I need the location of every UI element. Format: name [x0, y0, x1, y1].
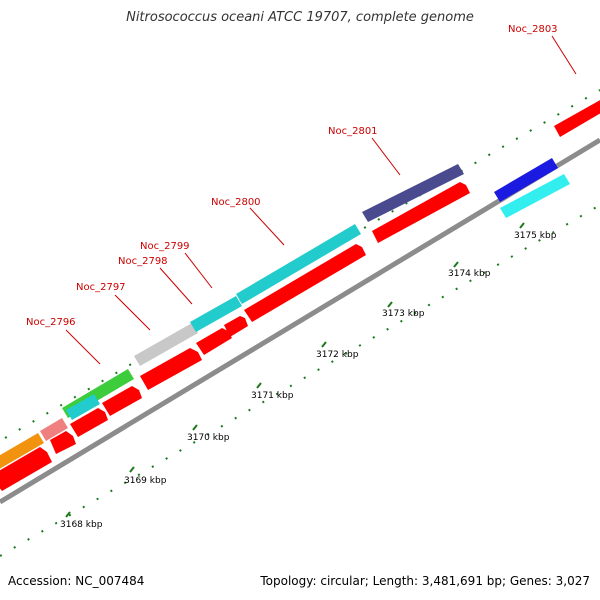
cog-block-pink: [40, 418, 68, 441]
leader-noc-2796: [65, 329, 101, 365]
scale-labels: 3168 kbp 3169 kbp 3170 kbp 3171 kbp 3172…: [60, 231, 557, 530]
map-title: Nitrosococcus oceani ATCC 19707, complet…: [126, 10, 474, 25]
cds-arrow-5: [140, 348, 202, 390]
topology-summary: Topology: circular; Length: 3,481,691 bp…: [260, 574, 590, 588]
cds-arrow-2: [50, 431, 76, 454]
gene-label-noc-2800: Noc_2800: [211, 197, 261, 208]
cog-block-cyan-2800: [236, 224, 361, 304]
cds-arrow-1: [0, 447, 52, 491]
scale-label-3173: 3173 kbp: [382, 309, 425, 319]
cog-block-cyan-2799: [190, 296, 242, 332]
scale-label-3171: 3171 kbp: [251, 391, 294, 401]
major-tick-3170: [192, 424, 198, 431]
scale-label-3174: 3174 kbp: [448, 269, 491, 279]
major-tick-3175: [519, 222, 525, 229]
cog-block-light-cyan: [500, 174, 570, 218]
scale-label-3170: 3170 kbp: [187, 433, 230, 443]
cds-arrow-3: [70, 408, 108, 437]
leader-noc-2800: [249, 207, 285, 246]
leader-noc-2803: [551, 35, 577, 75]
cog-block-blue: [494, 158, 558, 202]
major-tick-3172: [321, 341, 327, 348]
scale-label-3175: 3175 kbp: [514, 231, 557, 241]
major-tick-3171: [256, 382, 262, 389]
gene-labels: Noc_2796 Noc_2797 Noc_2798 Noc_2799 Noc_…: [26, 24, 558, 328]
cds-arrow-8: [244, 244, 366, 322]
scale-label-3172: 3172 kbp: [316, 350, 359, 360]
gene-label-noc-2796: Noc_2796: [26, 317, 76, 328]
cog-block-track: [0, 158, 570, 469]
cds-track: [0, 100, 600, 491]
scale-label-3168: 3168 kbp: [60, 520, 103, 530]
major-tick-3168: [65, 511, 71, 518]
gene-label-noc-2803: Noc_2803: [508, 24, 558, 35]
gene-label-noc-2797: Noc_2797: [76, 282, 126, 293]
cog-block-gray: [134, 323, 198, 366]
cog-block-orange: [0, 433, 44, 469]
major-tick-3169: [129, 466, 135, 473]
gene-label-leaders: [65, 35, 577, 365]
major-tick-3174: [453, 261, 459, 268]
gene-label-noc-2798: Noc_2798: [118, 256, 168, 267]
cog-block-cyan-small: [66, 394, 100, 420]
cds-arrow-9: [372, 182, 470, 243]
cog-block-indigo: [362, 164, 464, 222]
leader-noc-2798: [159, 267, 193, 305]
major-tick-3173: [387, 301, 393, 308]
gene-label-noc-2801: Noc_2801: [328, 126, 378, 137]
cds-arrow-4: [102, 386, 142, 416]
accession-label: Accession: NC_007484: [8, 574, 145, 588]
cds-arrow-7: [224, 316, 248, 337]
leader-noc-2801: [371, 137, 401, 176]
scale-label-3169: 3169 kbp: [124, 476, 167, 486]
cds-arrow-10: [554, 100, 600, 137]
leader-noc-2797: [114, 294, 151, 331]
cds-arrow-6: [196, 328, 232, 355]
inner-major-ticks: [65, 222, 525, 518]
leader-noc-2799: [184, 252, 213, 289]
gene-label-noc-2799: Noc_2799: [140, 241, 190, 252]
